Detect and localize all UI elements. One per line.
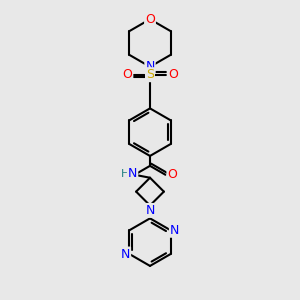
Text: S: S — [146, 68, 154, 81]
Text: N: N — [145, 60, 155, 73]
Text: N: N — [145, 204, 155, 217]
Text: H: H — [121, 169, 129, 179]
Text: N: N — [121, 248, 130, 260]
Text: O: O — [122, 68, 132, 81]
Text: N: N — [170, 224, 179, 237]
Text: O: O — [168, 68, 178, 81]
Text: N: N — [128, 167, 137, 180]
Text: O: O — [145, 13, 155, 26]
Text: O: O — [167, 168, 177, 181]
